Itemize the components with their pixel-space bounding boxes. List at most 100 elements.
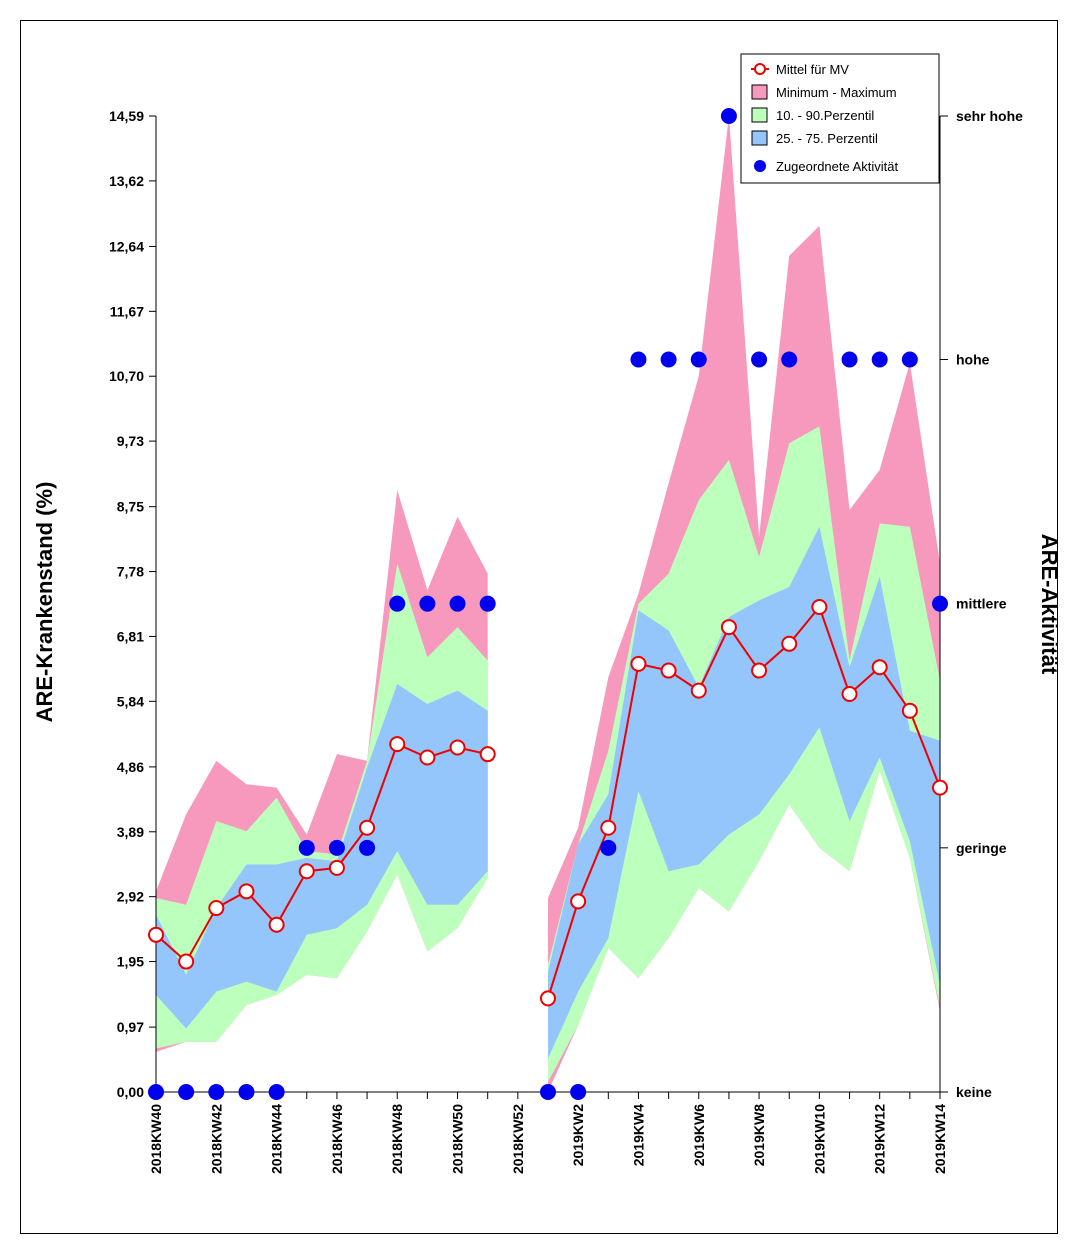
y-tick-label: 0,00	[117, 1084, 144, 1100]
activity-point	[479, 595, 496, 612]
mean-point	[690, 682, 707, 699]
mean-point	[932, 779, 948, 796]
activity-point	[148, 1084, 164, 1100]
mean-point	[570, 893, 587, 910]
activity-point	[389, 595, 406, 612]
mean-point	[208, 900, 225, 917]
mean-point	[328, 859, 345, 876]
legend-entry-minmax: Minimum - Maximum	[751, 84, 897, 100]
activity-point	[690, 351, 707, 368]
mean-point	[781, 635, 798, 652]
y2-tick-label: keine	[956, 1084, 992, 1100]
activity-point	[419, 595, 436, 612]
activity-point	[781, 351, 798, 368]
legend-label-activity: Zugeordnete Aktivität	[776, 159, 899, 174]
activity-point	[449, 595, 466, 612]
activity-point	[841, 351, 858, 368]
activity-point	[932, 595, 948, 612]
band-p25-p75-1	[548, 526, 940, 1059]
x-tick-label: 2018KW44	[269, 1104, 285, 1174]
y2-tick-label: geringe	[956, 840, 1007, 856]
mean-point	[901, 702, 918, 719]
activity-point	[660, 351, 677, 368]
activity-point	[540, 1084, 556, 1100]
x-tick-label: 2019KW8	[751, 1104, 767, 1166]
activity-point	[178, 1084, 195, 1100]
y-tick-label: 13,62	[109, 173, 144, 189]
mean-point	[389, 736, 406, 753]
y2-tick-label: hohe	[956, 351, 990, 367]
y-tick-label: 8,75	[117, 499, 144, 515]
activity-point	[208, 1084, 225, 1100]
mean-point	[540, 990, 556, 1007]
activity-point	[328, 839, 345, 856]
mean-layer	[148, 599, 948, 1007]
mean-point	[811, 599, 828, 616]
y-tick-label: 0,97	[117, 1019, 144, 1035]
mean-point	[178, 953, 195, 970]
y2-tick-label: sehr hohe	[956, 108, 1023, 124]
x-tick-label: 2019KW10	[811, 1104, 827, 1174]
y-tick-label: 11,67	[110, 303, 144, 319]
y-tick-label: 3,89	[117, 824, 144, 840]
y-tick-label: 14,59	[109, 108, 144, 124]
legend-label-mean: Mittel für MV	[776, 62, 849, 77]
band-p25-p75-0	[156, 683, 488, 1029]
activity-point	[570, 1084, 587, 1100]
mean-point	[751, 662, 768, 679]
mean-point	[600, 819, 617, 836]
y-tick-label: 7,78	[117, 564, 144, 580]
mean-point	[630, 655, 647, 672]
x-tick-label: 2018KW42	[208, 1104, 224, 1174]
x-tick-label: 2018KW40	[148, 1104, 164, 1174]
activity-point	[359, 839, 376, 856]
activity-point	[871, 351, 888, 368]
mean-point	[841, 685, 858, 702]
mean-point	[298, 863, 315, 880]
activity-point	[751, 351, 768, 368]
activity-point	[268, 1084, 285, 1100]
activity-point	[901, 351, 918, 368]
y-tick-label: 10,70	[109, 368, 144, 384]
y-tick-label: 4,86	[117, 759, 144, 775]
legend-entry-mean: Mittel für MV	[751, 62, 849, 77]
x-tick-label: 2018KW52	[510, 1104, 526, 1174]
activity-point	[630, 351, 647, 368]
y-tick-label: 9,73	[117, 433, 144, 449]
legend-entry-activity: Zugeordnete Aktivität	[754, 159, 899, 174]
y-axis-title: ARE-Krankenstand (%)	[32, 482, 57, 723]
mean-point	[238, 883, 255, 900]
legend-label-minmax: Minimum - Maximum	[776, 85, 897, 100]
bands-layer	[156, 116, 940, 1092]
x-tick-label: 2018KW48	[389, 1104, 405, 1174]
legend-box	[740, 53, 940, 184]
legend-swatch-p10-90	[751, 107, 768, 123]
activity-layer	[148, 108, 948, 1100]
y2-axis-title: ARE-Aktivität	[1037, 534, 1062, 675]
y-tick-label: 6,81	[117, 628, 144, 644]
y-tick-label: 2,92	[117, 889, 144, 905]
legend-label-p25-75: 25. - 75. Perzentil	[776, 131, 878, 146]
x-tick-label: 2018KW46	[329, 1104, 345, 1174]
mean-point	[148, 926, 164, 943]
mean-point	[419, 749, 436, 766]
y-tick-label: 12,64	[109, 238, 144, 254]
mean-point	[660, 662, 677, 679]
x-tick-label: 2019KW12	[872, 1104, 888, 1174]
mean-point	[449, 739, 466, 756]
x-tick-label: 2019KW14	[932, 1104, 948, 1174]
activity-point	[298, 839, 315, 856]
y-tick-label: 1,95	[117, 954, 144, 970]
activity-point	[720, 108, 737, 124]
mean-point	[479, 746, 496, 763]
x-tick-label: 2019KW4	[630, 1104, 646, 1166]
x-tick-label: 2018KW50	[450, 1104, 466, 1174]
mean-point	[268, 916, 285, 933]
mean-point	[720, 619, 737, 636]
x-tick-label: 2019KW2	[570, 1104, 586, 1166]
chart-frame	[20, 20, 1058, 1234]
axes-layer: 0,00 0,97 1,95 2,92 3,89 4,86 5,84 6,81 7,78 8,75…	[109, 108, 1023, 1174]
legend-swatch-p25-75	[751, 130, 768, 146]
legend-swatch-minmax	[751, 84, 768, 100]
